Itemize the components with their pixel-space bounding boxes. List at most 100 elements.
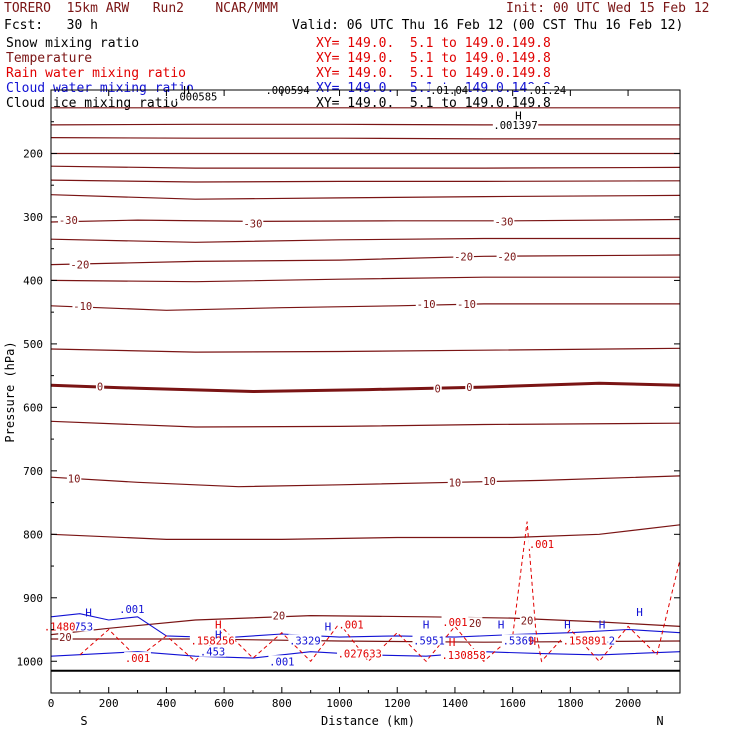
x-tick-label: 0 <box>48 697 55 710</box>
isotherm-minus-25 <box>50 237 680 243</box>
contour-label-bg <box>189 634 236 646</box>
cloud-water-contour <box>50 613 681 639</box>
contour-label-bg <box>43 620 77 632</box>
contour-label-bg <box>562 634 608 646</box>
contour-label-bg <box>493 215 515 227</box>
legend-label-cloud-water: Cloud water mixing ratio <box>6 81 194 96</box>
x-tick-label: 1200 <box>384 697 411 710</box>
contour-label: 0 <box>466 382 472 394</box>
x-tick-label: 400 <box>156 697 176 710</box>
legend-label-snow: Snow mixing ratio <box>6 36 140 51</box>
x-end-label-left: S <box>80 714 87 728</box>
x-end-label-right: N <box>656 714 663 728</box>
y-tick-label: 500 <box>23 338 43 351</box>
contour-label: .01.04 <box>430 85 468 97</box>
contour-label-bg <box>242 217 264 229</box>
contour-label: .1480 <box>44 621 76 633</box>
contour-label: -10 <box>417 299 436 311</box>
high-marker: H <box>498 618 505 631</box>
contour-label: .158256 <box>190 635 234 647</box>
isotherm-minus-40 <box>50 179 681 183</box>
contour-label: 10 <box>483 476 496 488</box>
contour-label: 20 <box>521 616 534 628</box>
legend-xy-snow: XY= 149.0. 5.1 to 149.0.149.8 <box>316 36 551 51</box>
isotherm-25 <box>51 638 681 643</box>
y-tick-label: 1000 <box>17 655 44 668</box>
contour-label: -30 <box>59 215 78 227</box>
init-time: Init: 00 UTC Wed 15 Feb 12 <box>506 1 710 16</box>
contour-label-bg <box>288 634 322 646</box>
high-marker: H <box>636 606 643 619</box>
contour-label: .027633 <box>338 649 382 661</box>
contour-label-bg <box>496 250 518 262</box>
x-tick-label: 600 <box>214 697 234 710</box>
contour-label: .453 <box>200 647 225 659</box>
contour-label-bg <box>415 297 437 309</box>
x-tick-label: 1800 <box>557 697 584 710</box>
isotherm-0 <box>50 381 681 394</box>
contour-label-bg <box>456 297 477 309</box>
y-tick-label: 200 <box>23 147 43 160</box>
contour-label: 0 <box>434 383 440 395</box>
contour-label: -30 <box>243 218 262 230</box>
isotherm-minus-15 <box>50 276 680 283</box>
contour-label: .001 <box>338 619 363 631</box>
high-marker: H <box>215 629 222 642</box>
contour-label: -10 <box>73 301 92 313</box>
y-tick-label: 600 <box>23 401 43 414</box>
contour-label-bg <box>519 614 535 626</box>
isotherm-20 <box>50 614 681 636</box>
contour-label-bg <box>433 382 442 394</box>
high-marker: H <box>423 618 430 631</box>
isotherm-minus-20 <box>50 254 681 266</box>
contour-label-bg <box>492 118 539 130</box>
high-marker: H <box>530 635 537 648</box>
contour-label-bg <box>440 648 487 660</box>
contour-label-bg <box>482 474 497 486</box>
contour-label: 20 <box>59 632 72 644</box>
contour-label: -20 <box>70 260 89 272</box>
contour-label: 10 <box>68 473 81 485</box>
contour-label: .5369 <box>503 635 535 647</box>
contour-label: -20 <box>497 251 516 263</box>
y-tick-label: 900 <box>23 592 43 605</box>
contour-label-bg <box>124 652 151 664</box>
rain-water-contour <box>79 521 681 663</box>
contour-label: 0 <box>97 381 103 393</box>
high-marker: H <box>564 618 571 631</box>
legend-xy-temperature: XY= 149.0. 5.1 to 149.0.149.8 <box>316 51 551 66</box>
valid-time: Valid: 06 UTC Thu 16 Feb 12 (00 CST Thu … <box>292 18 684 33</box>
isotherm-5 <box>50 420 681 428</box>
contour-label: .000594 <box>265 85 309 97</box>
contour-label: .000585 <box>173 91 217 103</box>
contour-label: 20 <box>273 611 286 623</box>
contour-label-bg <box>441 615 469 627</box>
plot-frame <box>50 89 681 694</box>
forecast-hour: Fcst: 30 h <box>4 18 98 33</box>
contour-label-bg <box>172 90 218 102</box>
contour-label: .5951 <box>413 635 445 647</box>
contour-label: .001 <box>442 617 467 629</box>
contour-label-bg <box>337 647 383 659</box>
isotherm-minus-55 <box>50 137 680 140</box>
isotherm-10 <box>50 475 681 488</box>
contour-label: 10 <box>449 477 462 489</box>
contour-label-bg <box>528 537 555 549</box>
isotherm-minus-45 <box>50 165 681 169</box>
x-tick-label: 2000 <box>615 697 642 710</box>
contour-label: .3329 <box>289 635 321 647</box>
y-tick-label: 700 <box>23 465 43 478</box>
y-tick-label: 800 <box>23 528 43 541</box>
isotherm-minus-5 <box>50 347 681 353</box>
contour-label-bg <box>118 603 146 615</box>
high-marker: H <box>325 620 332 633</box>
x-axis-label: Distance (km) <box>321 714 415 728</box>
contour-label-bg <box>465 381 474 393</box>
contour-label: .01.24 <box>528 85 566 97</box>
contour-label: .001397 <box>493 120 537 132</box>
high-marker: H <box>449 636 456 649</box>
x-tick-label: 1600 <box>499 697 526 710</box>
contour-label: -20 <box>454 251 473 263</box>
legend-xy-cloud-ice: XY= 149.0. 5.1 to 149.0.149.8 <box>316 96 551 111</box>
